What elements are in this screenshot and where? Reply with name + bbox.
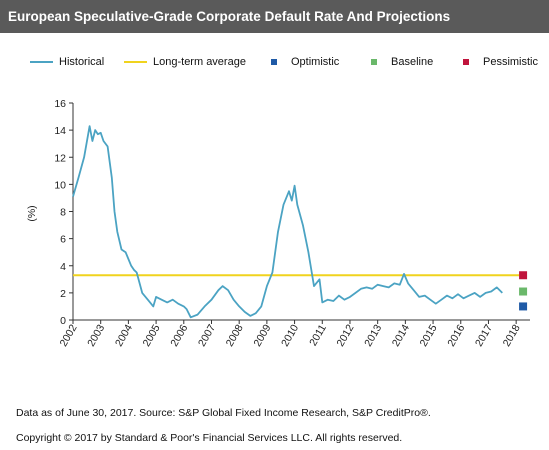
legend-label-baseline: Baseline — [391, 56, 434, 68]
legend-label-optimistic: Optimistic — [291, 56, 340, 68]
x-tick-label: 2018 — [501, 322, 523, 348]
y-tick-label: 8 — [60, 207, 66, 219]
x-tick-label: 2005 — [141, 322, 163, 348]
x-tick-label: 2007 — [196, 322, 218, 348]
legend-label-long-term-average: Long-term average — [153, 56, 246, 68]
source-note: Data as of June 30, 2017. Source: S&P Gl… — [16, 407, 431, 419]
chart-legend: Historical Long-term average Optimistic … — [0, 52, 549, 72]
historical-series-line — [72, 125, 503, 319]
legend-swatch-baseline — [371, 59, 377, 65]
copyright-note: Copyright © 2017 by Standard & Poor's Fi… — [16, 432, 403, 444]
x-tick-label: 2009 — [251, 322, 273, 348]
axes — [69, 102, 530, 324]
series — [72, 125, 528, 319]
legend-swatch-optimistic — [271, 59, 277, 65]
x-tick-label: 2011 — [307, 322, 329, 348]
projection-marker-optimistic — [519, 302, 528, 311]
x-tick-label: 2003 — [85, 322, 107, 348]
x-tick-label: 2013 — [362, 322, 384, 348]
x-tick-label: 2010 — [279, 322, 301, 348]
x-tick-label: 2017 — [473, 322, 495, 348]
legend-item-baseline: Baseline — [371, 56, 433, 68]
x-tick-label: 2008 — [224, 322, 246, 348]
y-tick-label: 10 — [54, 179, 66, 191]
x-tick-label: 2006 — [168, 322, 190, 348]
y-tick-label: 6 — [60, 234, 66, 246]
legend-item-pessimistic: Pessimistic — [463, 56, 538, 68]
projection-marker-baseline — [519, 287, 528, 296]
y-tick-label: 2 — [60, 288, 66, 300]
y-tick-label: 4 — [60, 261, 66, 273]
x-tick-label: 2014 — [390, 322, 412, 348]
y-tick-label: 12 — [54, 152, 66, 164]
x-tick-label: 2012 — [334, 322, 356, 348]
legend-item-long-term-average: Long-term average — [124, 56, 246, 68]
legend-swatch-historical — [30, 61, 53, 63]
y-tick-label: 16 — [54, 98, 66, 110]
legend-item-optimistic: Optimistic — [271, 56, 339, 68]
legend-item-historical: Historical — [30, 56, 104, 68]
x-tick-label: 2004 — [113, 322, 135, 348]
legend-swatch-long-term-average — [124, 61, 147, 63]
x-tick-label: 2015 — [418, 322, 440, 348]
projection-marker-pessimistic — [519, 271, 528, 280]
legend-label-pessimistic: Pessimistic — [483, 56, 539, 68]
legend-label-historical: Historical — [59, 56, 105, 68]
x-tick-label: 2016 — [445, 322, 467, 348]
y-tick-label: 14 — [54, 125, 66, 137]
legend-swatch-pessimistic — [463, 59, 469, 65]
y-tick-label: 0 — [60, 315, 66, 327]
y-axis-label: (%) — [26, 205, 38, 221]
chart-title: European Speculative-Grade Corporate Def… — [0, 0, 549, 33]
